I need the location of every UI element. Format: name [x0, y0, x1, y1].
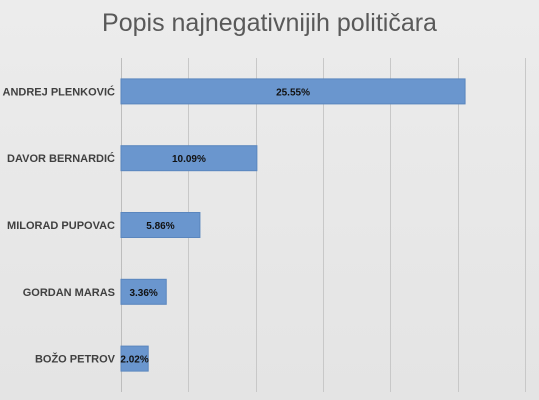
- data-label: 3.36%: [129, 288, 157, 299]
- bar: [120, 212, 201, 238]
- bar: [120, 278, 167, 305]
- category-label: MILORAD PUPOVAC: [7, 220, 115, 232]
- category-label: ANDREJ PLENKOVIĆ: [3, 85, 116, 98]
- category-labels: ANDREJ PLENKOVIĆ DAVOR BERNARDIĆ MILORAD P…: [3, 85, 116, 365]
- bar: [120, 345, 149, 372]
- bar: [120, 145, 258, 172]
- category-label: DAVOR BERNARDIĆ: [7, 152, 115, 165]
- chart-title: Popis najnegativnijih političara: [102, 9, 437, 37]
- bar: [120, 78, 466, 105]
- data-label: 10.09%: [172, 154, 206, 165]
- category-label: GORDAN MARAS: [23, 287, 115, 299]
- data-label: 5.86%: [146, 221, 174, 232]
- data-label: 25.55%: [276, 87, 310, 98]
- grid-lines: [188, 58, 526, 392]
- bars-layer: [120, 78, 466, 372]
- data-labels: 25.55% 10.09% 5.86% 3.36% 2.02%: [120, 87, 310, 365]
- category-label: BOŽO PETROV: [35, 353, 116, 366]
- data-label: 2.02%: [120, 355, 148, 366]
